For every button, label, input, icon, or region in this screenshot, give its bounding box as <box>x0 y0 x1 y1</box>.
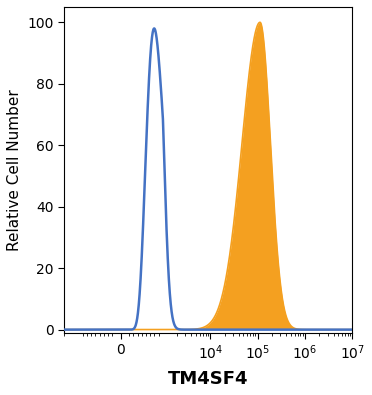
Y-axis label: Relative Cell Number: Relative Cell Number <box>7 89 22 251</box>
X-axis label: TM4SF4: TM4SF4 <box>168 370 248 388</box>
